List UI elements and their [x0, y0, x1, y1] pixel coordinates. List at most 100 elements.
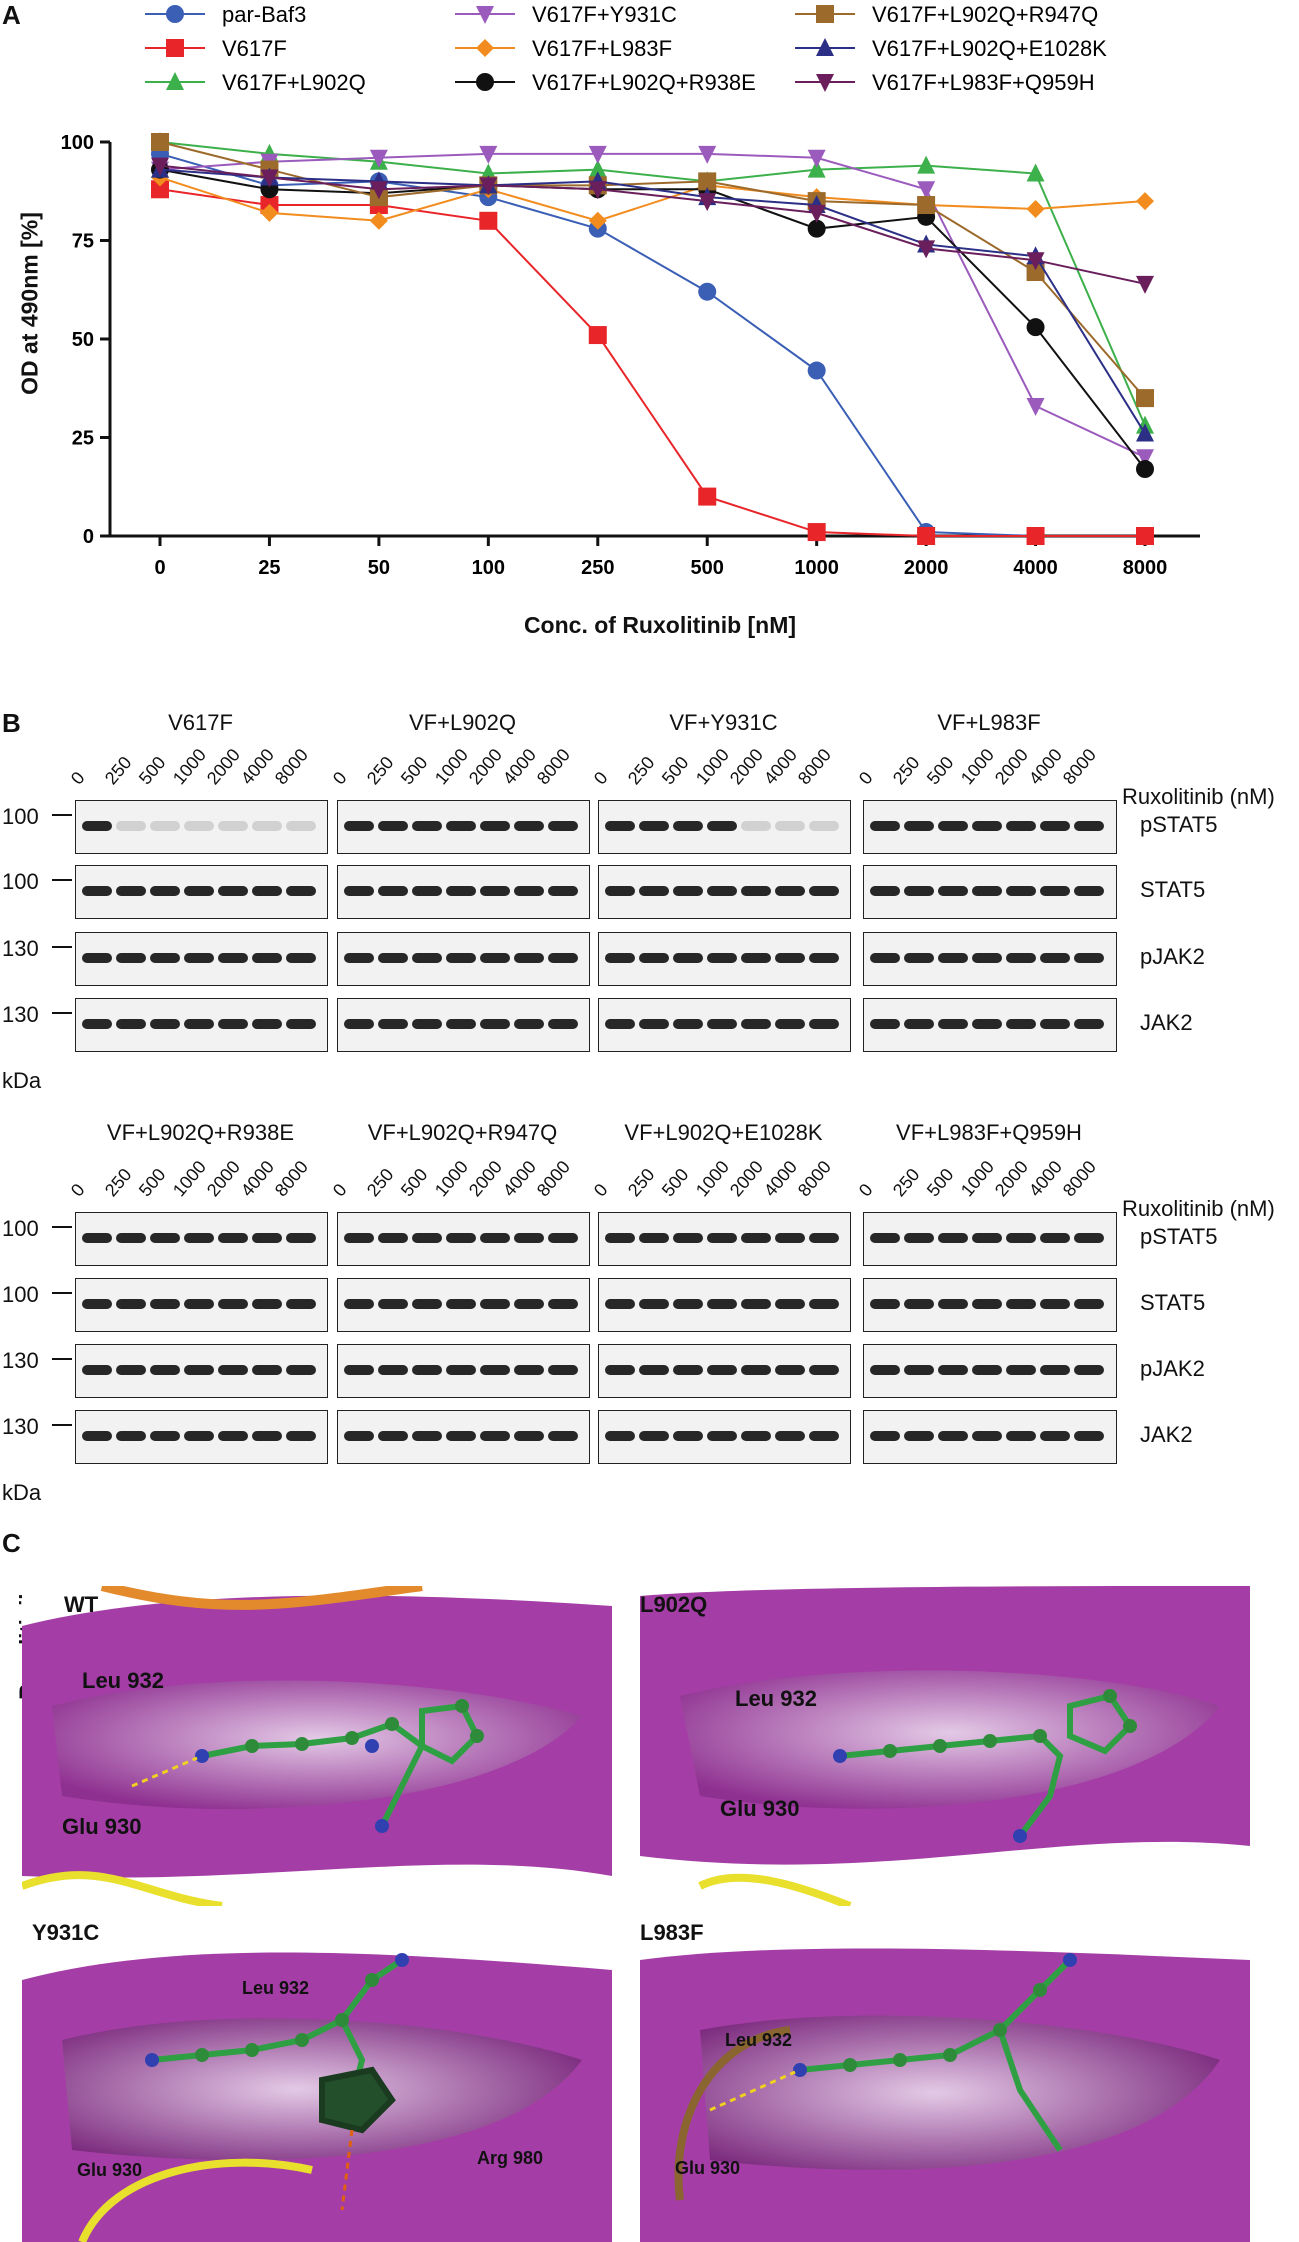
structure-title-wt: WT: [64, 1592, 99, 1617]
band: [378, 1299, 408, 1309]
band: [82, 821, 112, 831]
band: [344, 1431, 374, 1441]
x-tick-label: 100: [472, 557, 505, 579]
kda-tick: [52, 946, 72, 949]
residue-glu930-y931c: Glu 930: [77, 2160, 143, 2180]
band: [775, 1233, 805, 1243]
band: [1040, 1299, 1070, 1309]
band: [548, 1233, 578, 1243]
band: [870, 1365, 900, 1375]
data-point: [1136, 192, 1154, 211]
band: [412, 1233, 442, 1243]
legend-item: V617F+L983F: [455, 36, 672, 61]
band: [548, 1365, 578, 1375]
lane-label: 4000: [1024, 1156, 1066, 1201]
band: [972, 953, 1002, 963]
kda-mark: 130: [2, 1002, 39, 1027]
legend-label: V617F+L983F+Q959H: [872, 70, 1095, 95]
band: [412, 1019, 442, 1029]
data-point: [260, 169, 279, 188]
band: [870, 821, 900, 831]
band: [1040, 953, 1070, 963]
band: [344, 1365, 374, 1375]
blot-bottom-1-pJAK2: [337, 1344, 590, 1398]
legend-label: V617F: [222, 36, 287, 61]
blot-top-3-JAK2: [863, 998, 1117, 1052]
blot-bottom-1-JAK2: [337, 1410, 590, 1464]
lane-label: 500: [922, 752, 958, 789]
blot-group-title: VF+L902Q+R947Q: [367, 1120, 558, 1145]
lane-label: 500: [134, 752, 170, 789]
band: [1040, 886, 1070, 896]
band: [673, 1431, 703, 1441]
band: [904, 953, 934, 963]
band: [673, 1365, 703, 1375]
series-V617F+L902Q+R947Q: [151, 133, 1154, 408]
lane-label: 500: [922, 1164, 958, 1201]
band: [378, 1233, 408, 1243]
band: [184, 1299, 214, 1309]
legend-item: V617F+L902Q: [145, 70, 366, 95]
band: [673, 1019, 703, 1029]
lane-label: 4000: [236, 1156, 278, 1201]
band: [286, 1233, 316, 1243]
residue-leu932-l902q: Leu 932: [735, 1686, 817, 1711]
band: [809, 953, 839, 963]
band: [286, 1299, 316, 1309]
data-point: [588, 145, 607, 164]
band: [775, 821, 805, 831]
series-line: [159, 168, 1146, 435]
band: [809, 821, 839, 831]
lane-label: 0: [66, 767, 89, 789]
blot-bottom-2-pSTAT5: [598, 1212, 851, 1266]
band: [252, 1365, 282, 1375]
lane-label: 0: [66, 1179, 89, 1201]
lane-label: 4000: [498, 744, 540, 789]
kda-tick: [52, 1358, 72, 1361]
band: [904, 1233, 934, 1243]
kda-mark: 100: [2, 1216, 39, 1241]
lane-label: 250: [100, 752, 136, 789]
blot-group-title: VF+L983F+Q959H: [896, 1120, 1082, 1145]
dose-response-chart: par-Baf3 V617F V617F+L902Q V617F+Y931C V617F…: [61, 2, 1200, 579]
lane-label: 250: [888, 1164, 924, 1201]
band: [1040, 1431, 1070, 1441]
series-line: [159, 188, 1145, 537]
series-line: [159, 152, 1145, 537]
data-point: [369, 181, 388, 200]
series-line: [159, 141, 1146, 399]
blot-group-title: VF+L983F: [937, 710, 1041, 735]
band: [639, 1233, 669, 1243]
band: [605, 1431, 635, 1441]
series-V617F: [151, 180, 1154, 545]
band: [639, 821, 669, 831]
kda-mark: 130: [2, 1348, 39, 1373]
data-point: [260, 203, 279, 222]
band: [412, 1365, 442, 1375]
y-tick-label: 75: [72, 231, 94, 253]
data-point: [1026, 163, 1045, 182]
band: [605, 1233, 635, 1243]
blot-bottom-1-pSTAT5: [337, 1212, 590, 1266]
band: [707, 953, 737, 963]
band: [184, 821, 214, 831]
data-point: [807, 159, 826, 178]
lane-label: 1000: [691, 1156, 733, 1201]
band: [938, 1019, 968, 1029]
lane-label: 1000: [168, 1156, 210, 1201]
band: [82, 886, 112, 896]
band: [741, 953, 771, 963]
band: [252, 1233, 282, 1243]
band: [286, 821, 316, 831]
band: [412, 1299, 442, 1309]
band: [605, 1365, 635, 1375]
x-tick-label: 25: [258, 557, 280, 579]
data-point: [479, 145, 498, 164]
band: [741, 886, 771, 896]
band: [1074, 1233, 1104, 1243]
band: [809, 1365, 839, 1375]
lane-label: 1000: [430, 1156, 472, 1201]
band: [809, 1233, 839, 1243]
lane-label: 500: [657, 752, 693, 789]
band: [116, 1019, 146, 1029]
